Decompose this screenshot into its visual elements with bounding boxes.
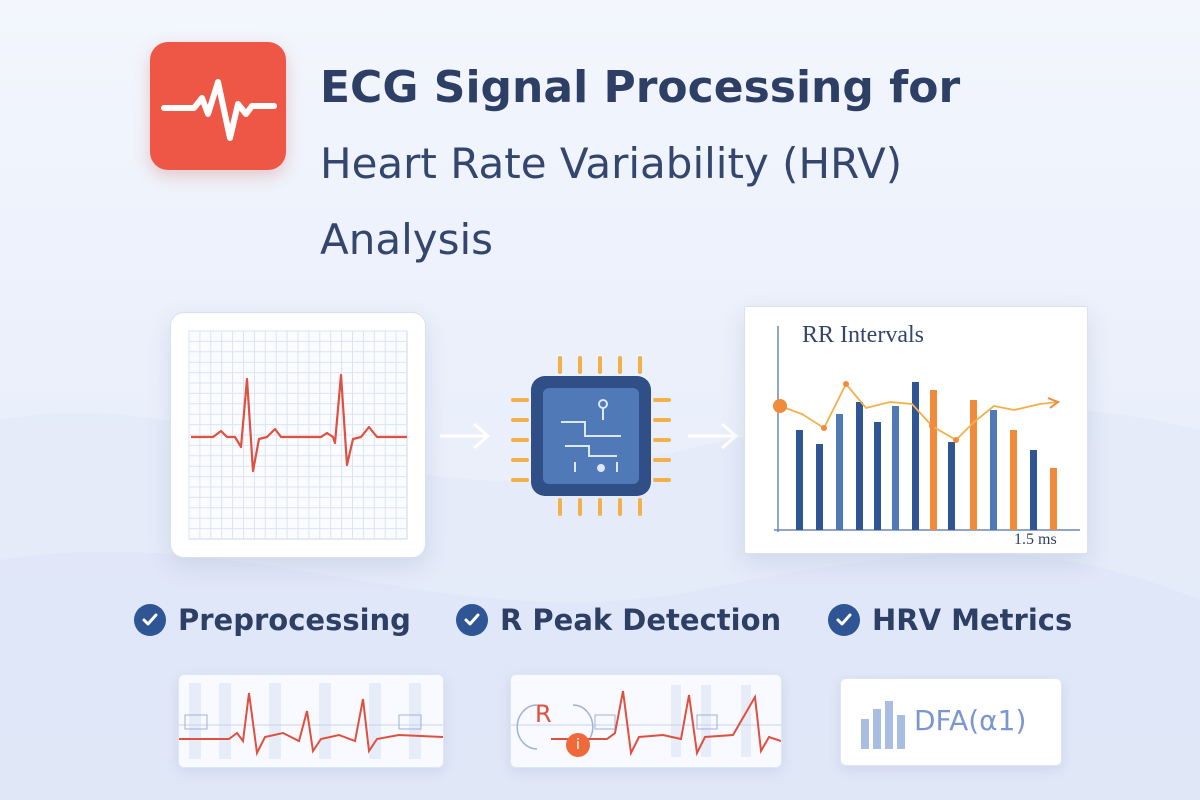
arrow-right-icon xyxy=(688,422,739,450)
info-icon: i xyxy=(566,733,590,757)
hrv-metrics-preview xyxy=(840,678,1062,766)
step-hrv-metrics: HRV Metrics xyxy=(828,598,1072,642)
ecg-grid-plot xyxy=(188,330,408,540)
step-label: HRV Metrics xyxy=(872,603,1073,637)
step-r-peak-detection: R Peak Detection xyxy=(456,598,781,642)
checkmark-icon xyxy=(828,604,860,636)
dfa-alpha1-label: DFA(α1) xyxy=(914,704,1027,737)
bar-chart-icon xyxy=(861,701,905,749)
title-line-3: Analysis xyxy=(320,215,494,264)
checkmark-icon xyxy=(134,604,166,636)
app-heartbeat-icon xyxy=(150,42,286,170)
r-peak-preview xyxy=(510,674,782,768)
checkmark-icon xyxy=(456,604,488,636)
heartbeat-icon xyxy=(161,79,277,141)
ecg-waveform xyxy=(191,373,407,473)
rr-chart-title: RR Intervals xyxy=(802,322,924,348)
step-label: R Peak Detection xyxy=(500,603,782,637)
r-peak-label: R xyxy=(535,700,552,728)
ecg-signal-panel xyxy=(170,312,426,558)
rr-intervals-chart xyxy=(773,326,1080,532)
step-label: Preprocessing xyxy=(178,603,411,637)
title-line-1: ECG Signal Processing for xyxy=(320,62,961,113)
rr-axis-label: 1.5 ms xyxy=(1014,531,1057,548)
arrow-right-icon xyxy=(440,422,491,450)
title-line-2: Heart Rate Variability (HRV) xyxy=(320,139,903,188)
step-preprocessing: Preprocessing xyxy=(134,598,411,642)
processor-chip-icon xyxy=(511,356,671,516)
page-title: ECG Signal Processing for Heart Rate Var… xyxy=(320,50,960,278)
preprocessing-preview xyxy=(178,674,444,768)
